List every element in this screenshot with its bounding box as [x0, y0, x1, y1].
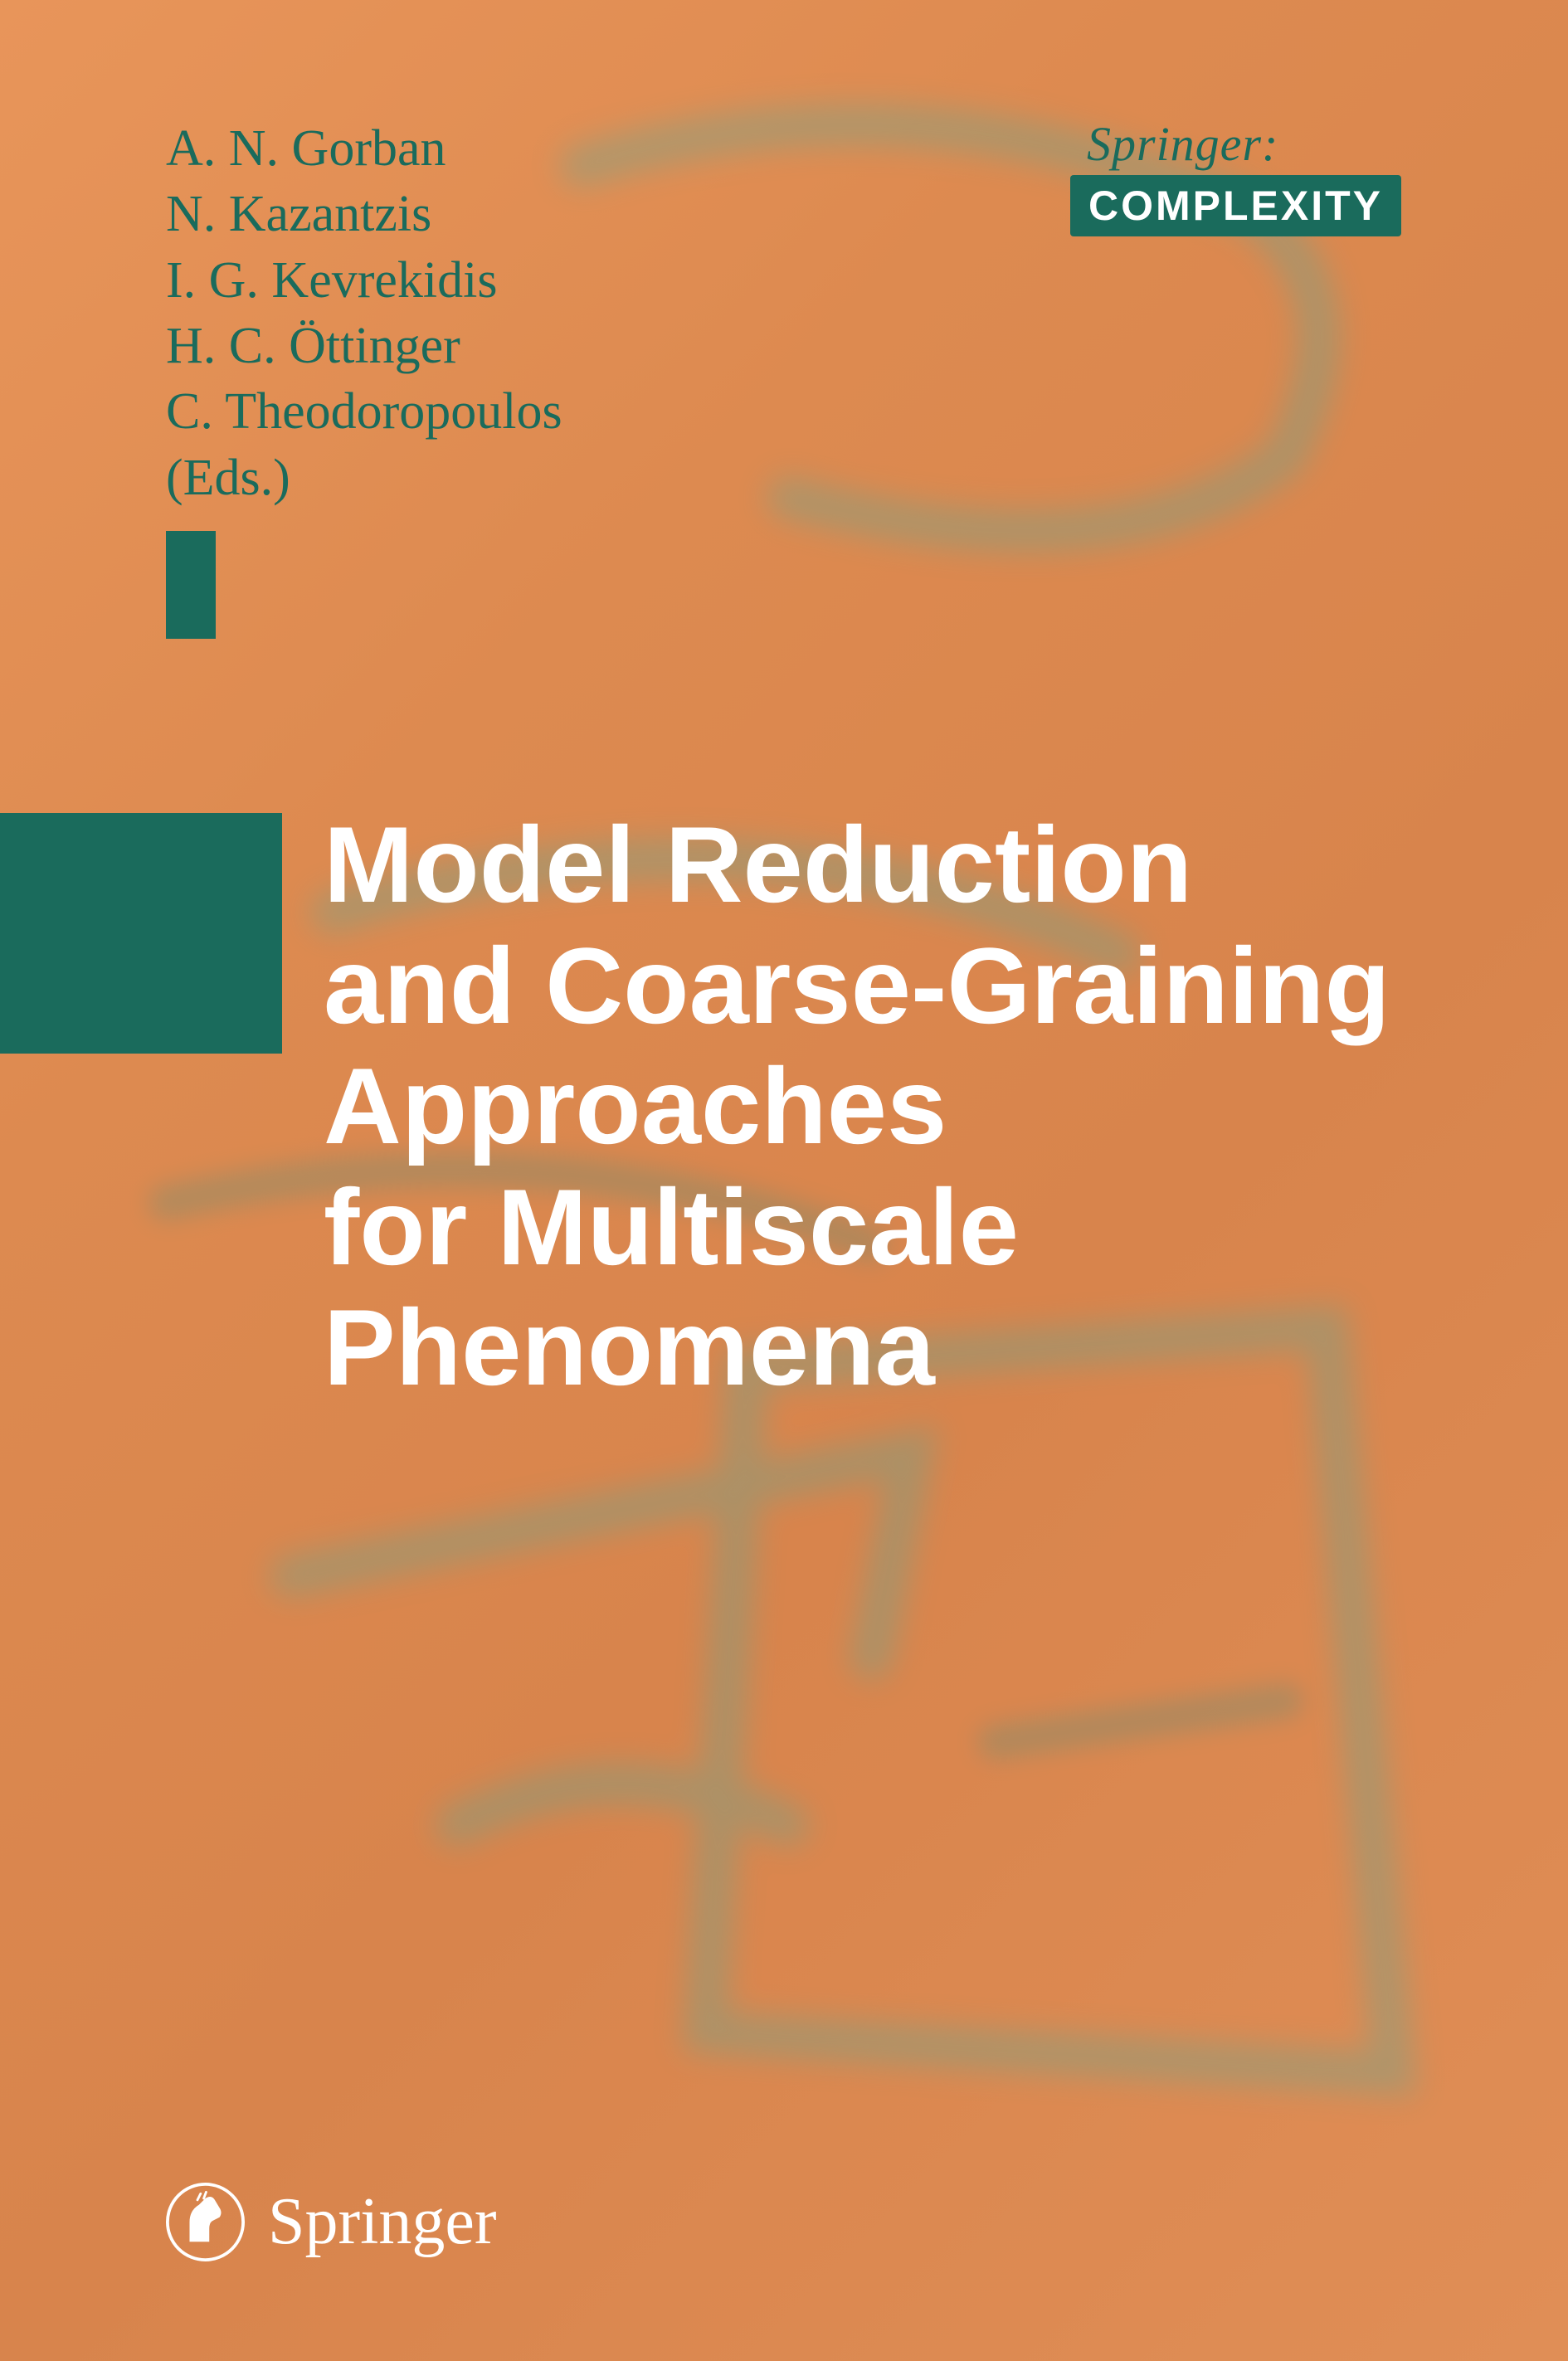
title-line-1: Model Reduction [324, 805, 1390, 926]
springer-horse-icon [166, 2183, 245, 2261]
series-line: COMPLEXITY [1070, 175, 1401, 236]
title-line-5: Phenomena [324, 1288, 1390, 1409]
series-colon: : [1262, 117, 1278, 171]
title-line-2: and Coarse-Graining [324, 926, 1390, 1047]
accent-square [166, 531, 216, 639]
publisher-block: Springer [166, 2183, 497, 2261]
author-2: N. Kazantzis [166, 182, 562, 247]
accent-bar [0, 813, 282, 1054]
author-4: H. C. Öttinger [166, 314, 562, 379]
book-title: Model Reduction and Coarse-Graining Appr… [324, 805, 1390, 1409]
author-5: C. Theodoropoulos [166, 379, 562, 445]
authors-list: A. N. Gorban N. Kazantzis I. G. Kevrekid… [166, 116, 562, 511]
series-badge: Springer: COMPLEXITY [1070, 116, 1460, 236]
author-1: A. N. Gorban [166, 116, 562, 182]
publisher-name: Springer [268, 2184, 497, 2260]
series-publisher: Springer [1087, 117, 1262, 171]
editors-suffix: (Eds.) [166, 445, 562, 511]
author-3: I. G. Kevrekidis [166, 248, 562, 314]
title-line-4: for Multiscale [324, 1167, 1390, 1288]
title-line-3: Approaches [324, 1046, 1390, 1167]
